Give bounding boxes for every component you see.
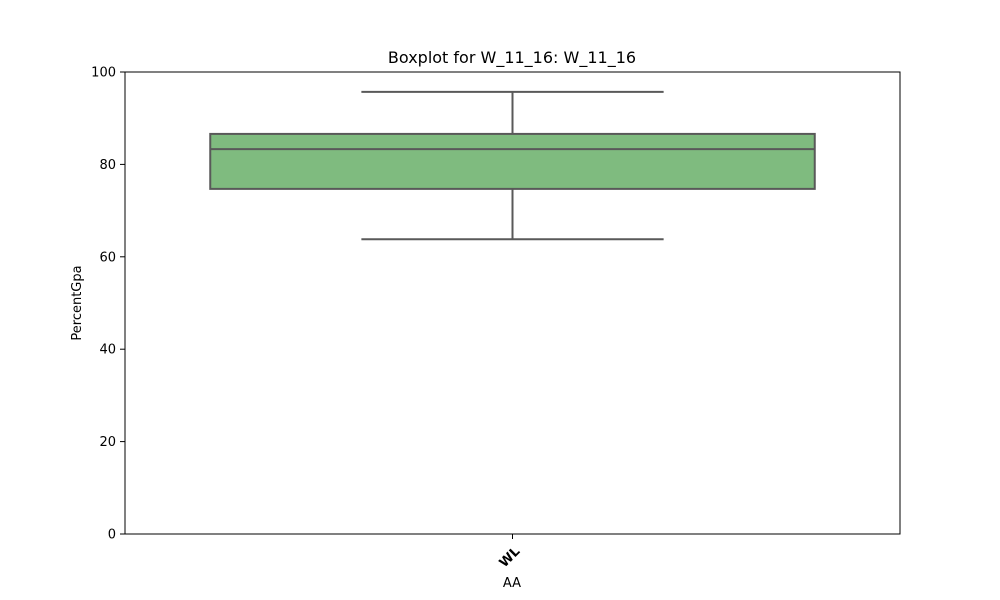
- plot-frame: [124, 71, 901, 535]
- y-tick-label: 40: [99, 343, 116, 358]
- box-group: [209, 90, 816, 241]
- y-tick-label: 20: [99, 435, 116, 450]
- y-tick-label: 80: [99, 158, 116, 173]
- chart-title: Boxplot for W_11_16: W_11_16: [388, 48, 636, 68]
- y-tick-label: 60: [99, 250, 116, 265]
- y-tick-label: 100: [91, 66, 116, 81]
- y-axis-label: PercentGpa: [70, 265, 85, 340]
- x-tick-label: WL: [497, 544, 524, 571]
- y-axis: 0 20 40 60 80 100: [91, 66, 125, 543]
- x-axis: WL: [497, 534, 524, 571]
- y-tick-label: 0: [108, 528, 116, 543]
- iqr-box: [209, 132, 816, 190]
- x-axis-label: AA: [503, 576, 521, 591]
- plot-area: [209, 90, 816, 241]
